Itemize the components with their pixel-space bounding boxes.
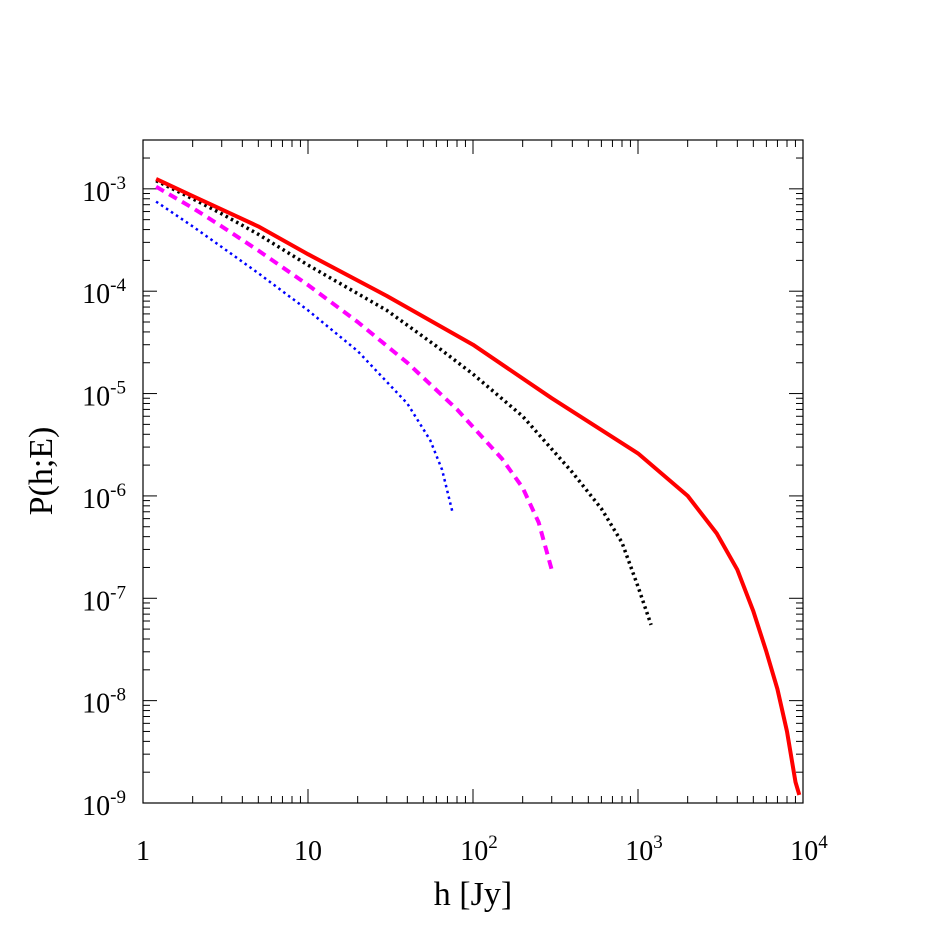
- y-tick-labels: 10-9 10-8 10-7 10-6 10-5 10-4 10-3: [82, 173, 126, 822]
- x-tick-label: 104: [790, 832, 828, 867]
- series-line-3: [155, 179, 653, 626]
- y-axis-label: P(h;E): [23, 427, 60, 516]
- series-line-4: [155, 177, 802, 796]
- y-tick-label: 10-3: [82, 173, 126, 208]
- x-tick-label: 103: [625, 832, 663, 867]
- y-tick-label: 10-4: [82, 275, 126, 310]
- y-tick-label: 10-5: [82, 378, 126, 413]
- plot-frame: [142, 139, 804, 804]
- y-tick-label: 10-9: [82, 787, 126, 822]
- x-axis-label: h [Jy]: [434, 876, 512, 913]
- y-tick-label: 10-6: [82, 480, 126, 515]
- series-lines: [155, 177, 802, 796]
- x-tick-label: 10: [294, 836, 322, 867]
- y-tick-label: 10-8: [82, 685, 126, 720]
- x-tick-labels: 1 10 102 103 104: [136, 832, 828, 867]
- y-tick-label: 10-7: [82, 582, 126, 617]
- series-line-2: [155, 184, 554, 571]
- tick-marks: [142, 139, 804, 804]
- x-tick-label: 102: [460, 832, 498, 867]
- x-tick-label: 1: [136, 836, 150, 867]
- series-line-1: [155, 200, 454, 513]
